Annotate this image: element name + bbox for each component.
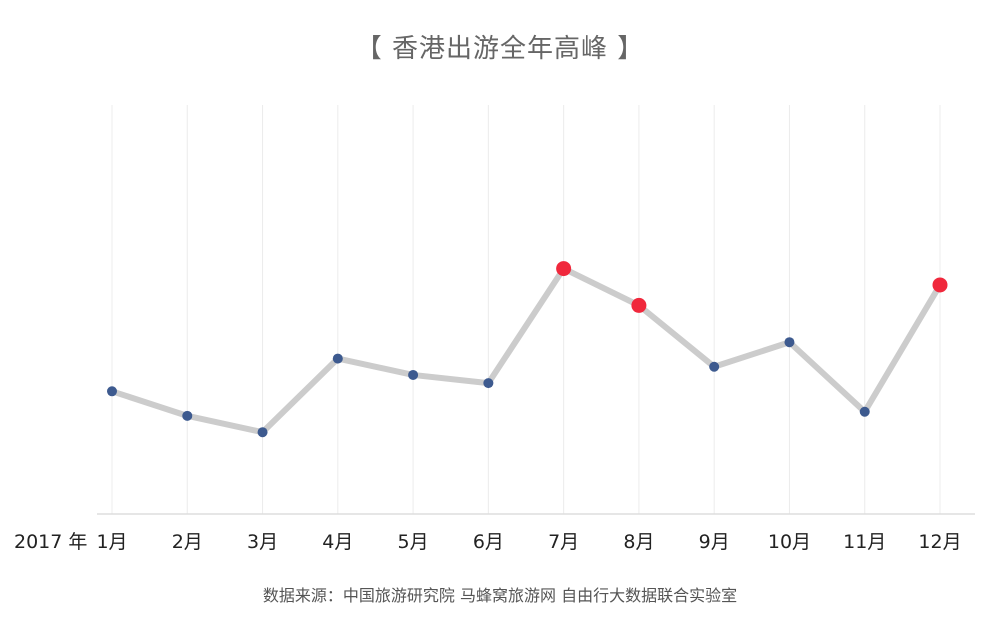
x-tick-label-9: 9月 — [699, 531, 730, 553]
data-points — [107, 261, 948, 438]
x-tick-label-10: 10月 — [768, 531, 811, 553]
x-tick-label-3: 3月 — [247, 531, 278, 553]
chart-title: 【 香港出游全年高峰 】 — [355, 34, 645, 64]
x-tick-label-8: 8月 — [623, 531, 654, 553]
x-tick-label-1: 1月 — [96, 531, 127, 553]
peak-point-12 — [932, 277, 948, 293]
peak-point-7 — [556, 261, 572, 277]
data-point-10 — [784, 337, 795, 348]
data-point-1 — [107, 386, 117, 397]
data-point-4 — [332, 353, 343, 364]
x-tick-label-5: 5月 — [398, 531, 429, 553]
data-point-5 — [408, 369, 419, 380]
x-tick-label-7: 7月 — [548, 531, 579, 553]
data-point-9 — [709, 361, 720, 372]
source-note: 数据来源：中国旅游研究院 马蜂窝旅游网 自由行大数据联合实验室 — [262, 586, 738, 605]
x-tick-label-2: 2月 — [172, 531, 203, 553]
x-axis-prefix-label: 2017 年 — [14, 531, 87, 553]
x-tick-label-12: 12月 — [918, 531, 961, 553]
series-line — [109, 265, 943, 436]
x-tick-labels: 1月 2月 3月 4月 5月 6月 7月 8月 9月 10月 11月 12月 — [96, 531, 961, 553]
data-point-6 — [483, 378, 494, 389]
x-tick-label-4: 4月 — [322, 531, 353, 553]
data-point-3 — [257, 427, 268, 438]
x-tick-label-11: 11月 — [843, 531, 886, 553]
data-point-11 — [859, 406, 870, 417]
data-point-2 — [182, 410, 193, 421]
x-tick-label-6: 6月 — [473, 531, 504, 553]
peak-point-8 — [631, 297, 647, 313]
vertical-gridlines — [111, 105, 941, 514]
